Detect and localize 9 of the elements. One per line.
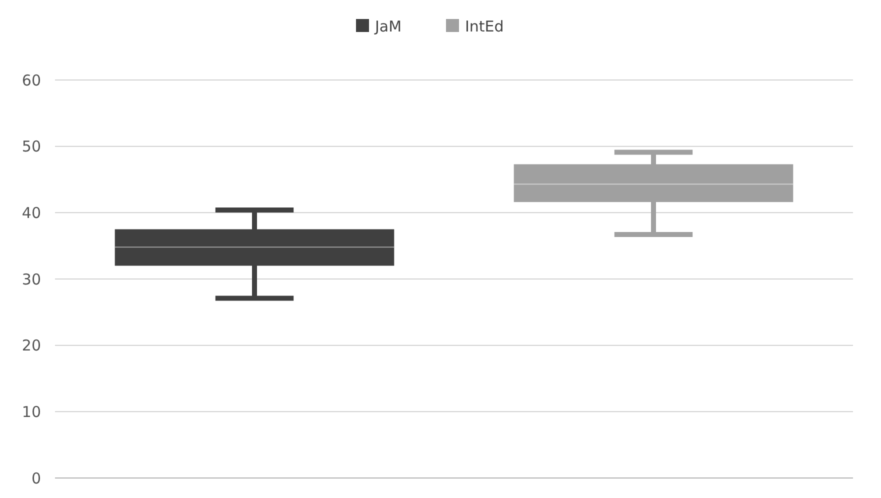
y-tick-label: 40 xyxy=(22,204,41,222)
legend-label: JaM xyxy=(374,17,402,36)
y-tick-label: 10 xyxy=(22,402,41,421)
y-tick-label: 30 xyxy=(22,270,41,288)
y-tick-label: 50 xyxy=(22,138,41,156)
y-tick-label: 20 xyxy=(22,336,41,355)
y-tick-label: 60 xyxy=(22,71,41,90)
y-tick-label: 0 xyxy=(31,469,41,488)
legend-label: IntEd xyxy=(465,17,504,36)
